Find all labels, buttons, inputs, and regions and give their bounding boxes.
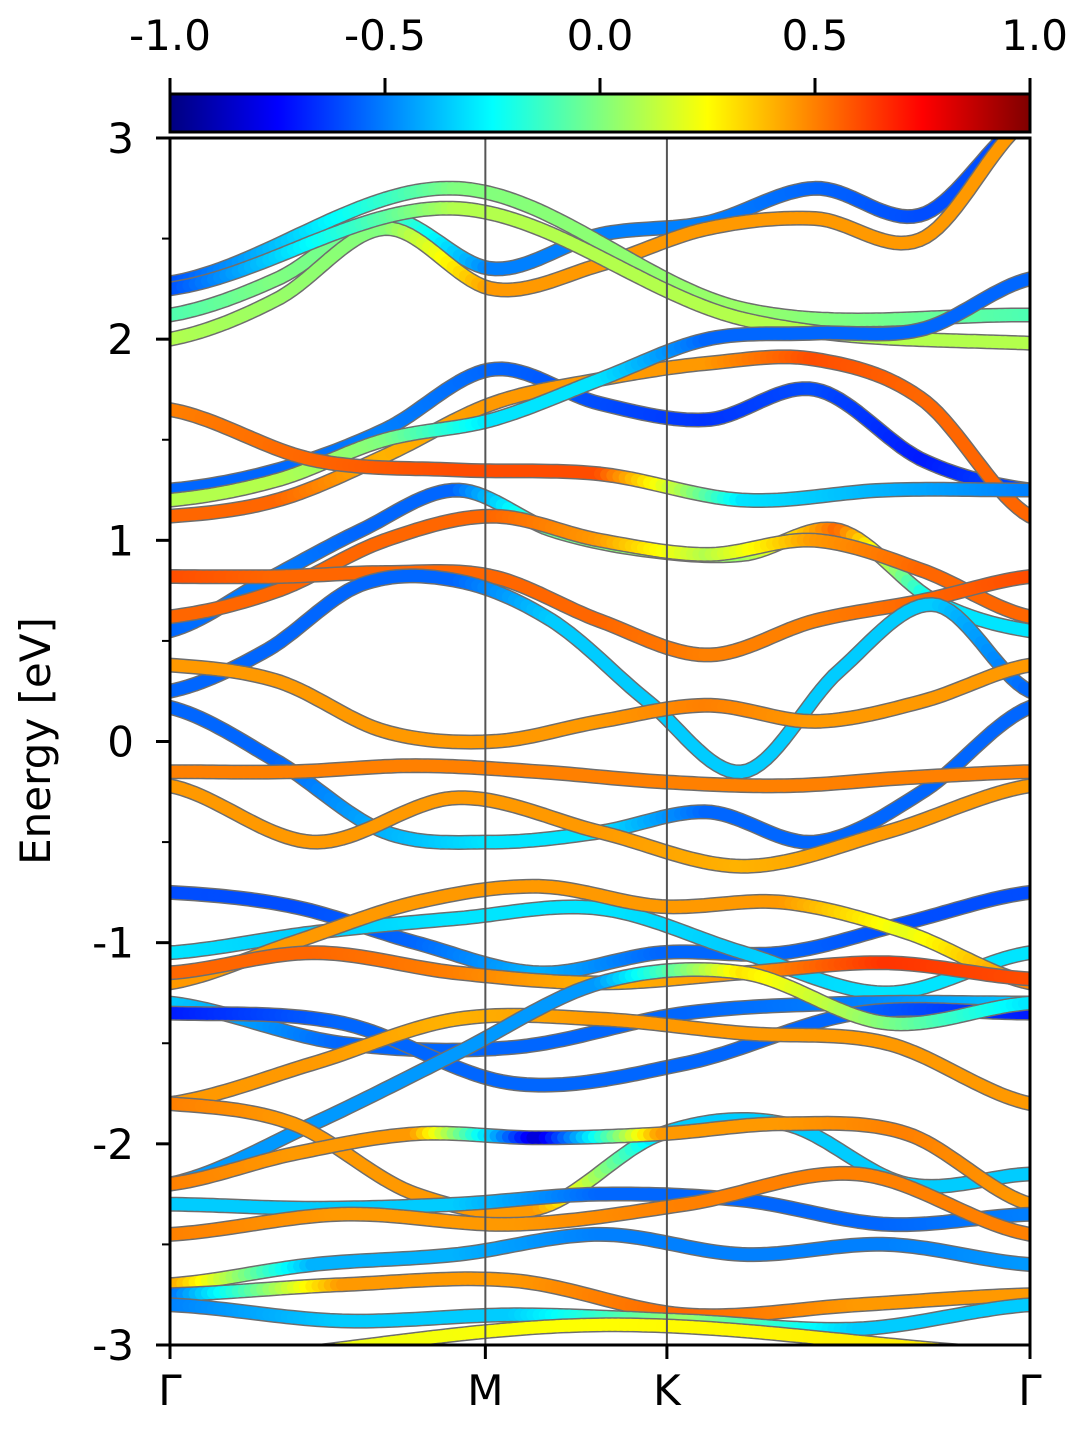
bands: [170, 118, 1030, 1365]
colorbar: -1.0 -0.5 0.0 0.5 1.0: [129, 11, 1068, 132]
band-segment: [944, 1350, 950, 1351]
band-segment: [238, 1360, 244, 1361]
band-segment: [311, 1352, 317, 1353]
y-tick-label: -2: [92, 1120, 134, 1169]
band-segment: [336, 1349, 342, 1350]
y-tick-label: 2: [107, 315, 134, 364]
band-segment: [274, 1356, 280, 1357]
band-segment: [256, 1358, 262, 1359]
y-tick-label: 0: [107, 718, 134, 767]
band-segment: [244, 1359, 250, 1360]
colorbar-gradient: [170, 94, 1030, 132]
x-tick-label: K: [653, 1366, 682, 1415]
band-segment: [213, 1362, 219, 1363]
band-segment: [975, 1352, 981, 1353]
x-tick-label: Γ: [1018, 1366, 1042, 1415]
band-segment: [938, 1349, 944, 1350]
colorbar-tick-label: -0.5: [344, 11, 426, 60]
band-segment: [932, 1349, 938, 1350]
x-tick-label: Γ: [158, 1366, 182, 1415]
band-segment: [305, 1352, 311, 1353]
band-segment: [219, 1361, 225, 1362]
band-segment: [330, 1349, 336, 1350]
band-segment: [231, 1360, 237, 1361]
band-segment: [299, 1353, 305, 1354]
band-segment: [950, 1350, 956, 1351]
band-segment: [281, 1355, 287, 1356]
band-segment: [342, 1348, 348, 1349]
band-segment: [262, 1357, 268, 1358]
colorbar-tick-label: 0.0: [567, 11, 634, 60]
band-segment: [293, 1354, 299, 1355]
band-segment: [225, 1361, 231, 1362]
band-segment: [913, 1347, 919, 1348]
y-tick-label: -3: [92, 1321, 134, 1370]
band-segment: [324, 1350, 330, 1351]
band-segment: [287, 1355, 293, 1356]
y-tick-label: -1: [92, 919, 134, 968]
band-series: [170, 1234, 1030, 1284]
x-tick-label: M: [467, 1366, 503, 1415]
colorbar-tick-label: -1.0: [129, 11, 211, 60]
colorbar-tick-label: 1.0: [1001, 11, 1068, 60]
band-segment: [207, 1362, 213, 1363]
band-segment: [268, 1357, 274, 1358]
band-segment: [907, 1347, 913, 1348]
band-segment: [926, 1348, 932, 1349]
y-tick-label: 1: [107, 516, 134, 565]
band-segment: [317, 1351, 323, 1352]
band-segment: [956, 1351, 962, 1352]
band-series: [170, 665, 1030, 742]
y-tick-label: 3: [107, 114, 134, 163]
band-segment: [919, 1348, 925, 1349]
y-axis-title: Energy [eV]: [11, 617, 60, 865]
colorbar-tick-label: 0.5: [782, 11, 849, 60]
colorbar-ticks: -1.0 -0.5 0.0 0.5 1.0: [129, 11, 1068, 94]
band-segment: [348, 1347, 354, 1348]
y-axis-ticks: 3 2 1 0 -1 -2 -3: [92, 114, 170, 1370]
band-segment: [250, 1359, 256, 1360]
